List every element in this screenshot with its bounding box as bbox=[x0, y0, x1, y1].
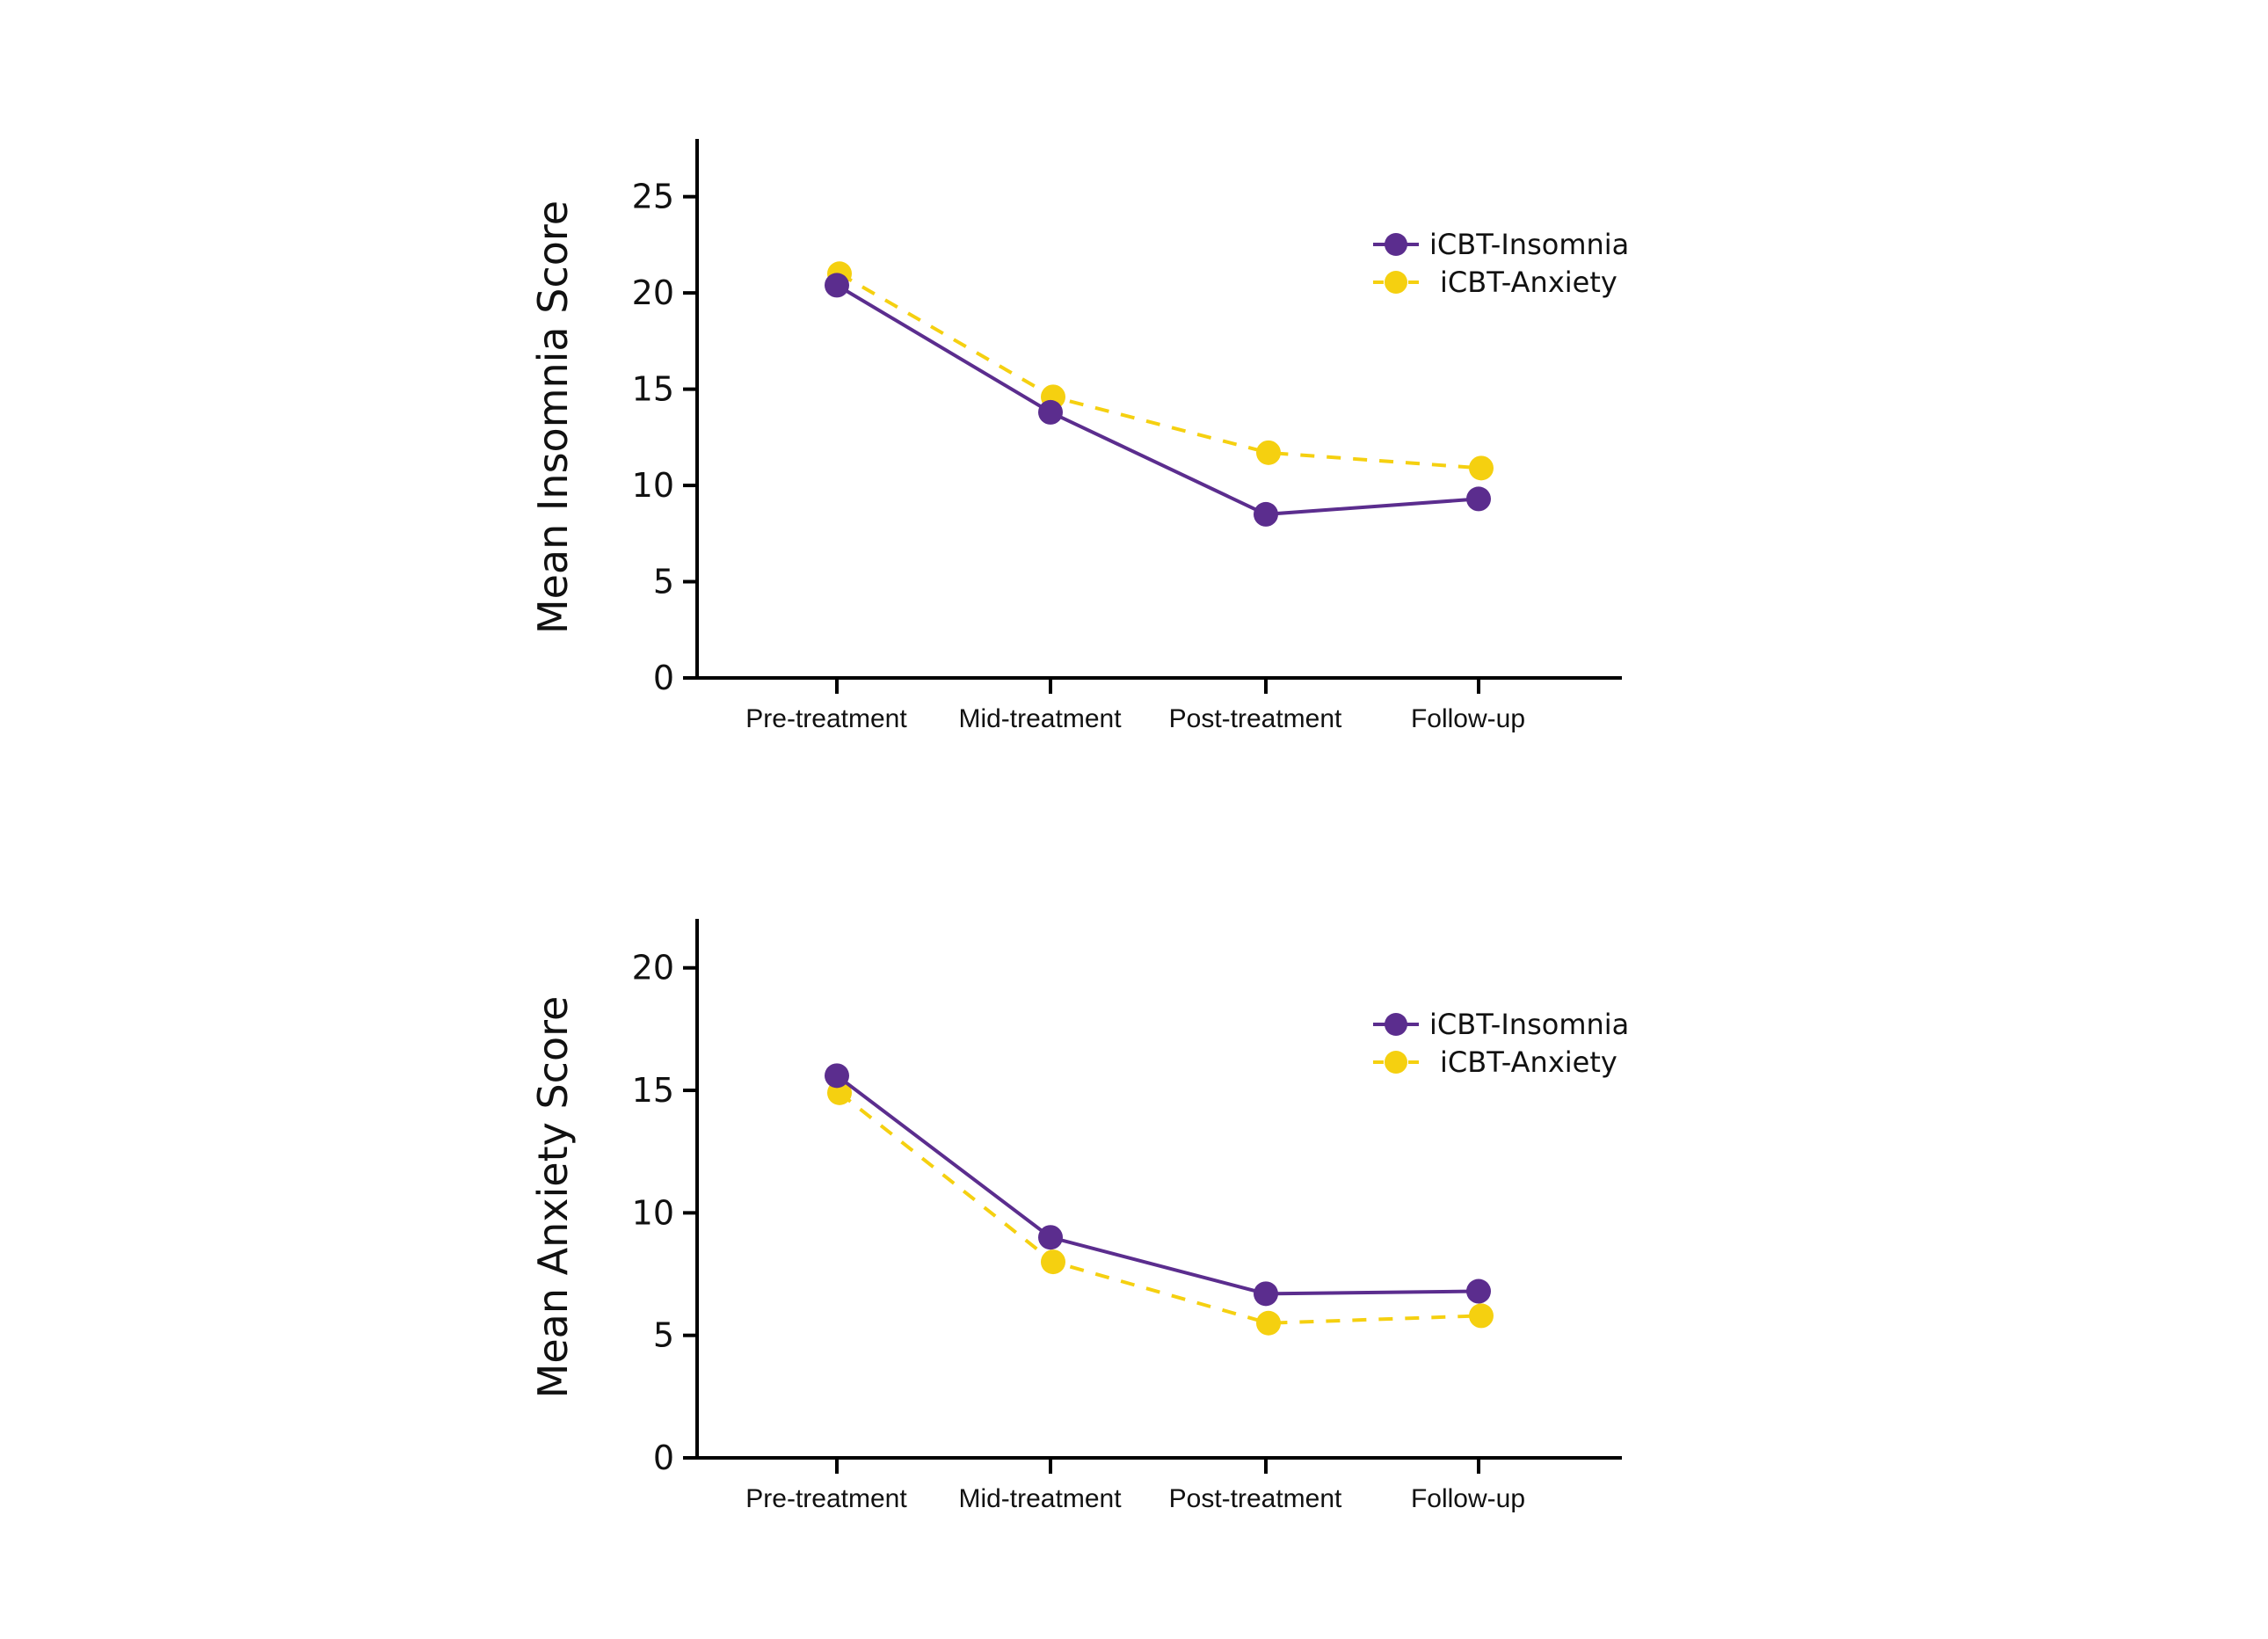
y-tick-label: 15 bbox=[632, 370, 674, 409]
data-point-icbt-insomnia bbox=[825, 273, 849, 298]
y-tick-label: 20 bbox=[632, 273, 674, 312]
data-point-icbt-insomnia bbox=[1466, 486, 1491, 512]
x-tick-label: Post-treatment bbox=[1169, 704, 1342, 733]
legend-label: iCBT-Insomnia bbox=[1429, 228, 1629, 261]
data-point-icbt-anxiety bbox=[1469, 455, 1494, 481]
x-tick-label: Post-treatment bbox=[1169, 1484, 1342, 1513]
legend-label: iCBT-Anxiety bbox=[1440, 266, 1617, 299]
data-point-icbt-anxiety bbox=[1256, 440, 1281, 465]
data-point-icbt-insomnia bbox=[1254, 501, 1278, 527]
legend-label: iCBT-Insomnia bbox=[1429, 1008, 1629, 1041]
data-point-icbt-anxiety bbox=[1256, 1310, 1281, 1336]
y-tick-label: 25 bbox=[632, 178, 674, 216]
data-point-icbt-insomnia bbox=[1038, 399, 1063, 425]
x-tick-label: Mid-treatment bbox=[958, 1484, 1122, 1513]
data-point-icbt-insomnia bbox=[825, 1063, 849, 1089]
y-tick-label: 10 bbox=[632, 466, 674, 505]
x-tick-label: Pre-treatment bbox=[745, 704, 907, 733]
y-tick-label: 10 bbox=[632, 1193, 674, 1232]
y-tick-label: 15 bbox=[632, 1071, 674, 1110]
legend: iCBT-Insomnia iCBT-Anxiety bbox=[1373, 228, 1629, 299]
series-line-icbt-anxiety bbox=[838, 1091, 1482, 1325]
series-line-icbt-insomnia bbox=[835, 283, 1479, 516]
legend: iCBT-Insomnia iCBT-Anxiety bbox=[1373, 1008, 1629, 1079]
x-tick-label: Follow-up bbox=[1411, 704, 1525, 733]
legend-marker-icbt-insomnia bbox=[1385, 233, 1407, 256]
y-tick-label: 0 bbox=[653, 659, 674, 697]
chart-2: 0 5 10 15 20 Pre-treatment Mid-treatment Post-t… bbox=[529, 919, 1629, 1513]
y-axis-title: Mean Anxiety Score bbox=[529, 996, 577, 1399]
x-tick-label: Pre-treatment bbox=[745, 1484, 907, 1513]
data-point-icbt-insomnia bbox=[1254, 1281, 1278, 1307]
series-line-icbt-anxiety bbox=[839, 272, 1482, 470]
x-tick-label: Follow-up bbox=[1411, 1484, 1525, 1513]
legend-marker-icbt-anxiety bbox=[1385, 271, 1407, 294]
series-line-icbt-insomnia bbox=[835, 1074, 1479, 1296]
chart-1: 0 5 10 15 20 25 Pre-treatment Mid-treatment Post… bbox=[529, 139, 1629, 733]
x-tick-label: Mid-treatment bbox=[958, 704, 1122, 733]
legend-marker-icbt-anxiety bbox=[1385, 1051, 1407, 1074]
legend-marker-icbt-insomnia bbox=[1385, 1013, 1407, 1036]
y-axis-title: Mean Insomnia Score bbox=[529, 200, 577, 634]
y-tick-label: 0 bbox=[653, 1439, 674, 1477]
y-tick-label: 5 bbox=[653, 1316, 674, 1355]
data-point-icbt-anxiety bbox=[1469, 1303, 1494, 1329]
data-point-icbt-insomnia bbox=[1466, 1278, 1491, 1304]
data-point-icbt-insomnia bbox=[1038, 1225, 1063, 1250]
y-tick-label: 20 bbox=[632, 949, 674, 987]
y-tick-label: 5 bbox=[653, 563, 674, 601]
legend-label: iCBT-Anxiety bbox=[1440, 1045, 1617, 1079]
data-point-icbt-anxiety bbox=[1041, 1249, 1065, 1275]
